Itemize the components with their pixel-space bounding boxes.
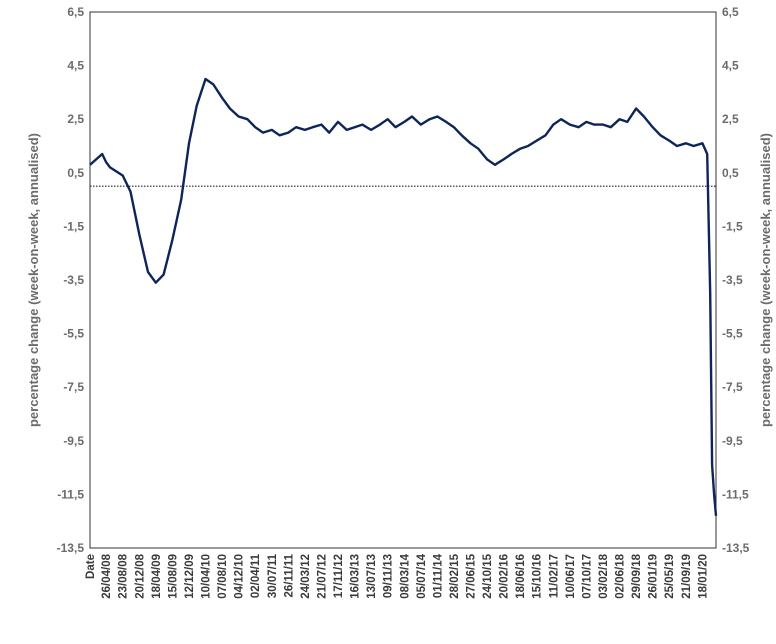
y-tick-label-right: 4,5	[722, 59, 739, 73]
y-tick-label-right: -1,5	[722, 219, 743, 233]
x-tick-label: 01/11/14	[432, 553, 444, 598]
x-tick-label: 29/09/18	[631, 553, 643, 598]
y-tick-label-right: -3,5	[722, 273, 743, 287]
y-axis-left: 6,5 4,5 2,5 0,5 -1,5 -3,5 -5,5 -7,5 -9,5 -11,5 -13…	[57, 5, 85, 555]
y-tick-label-right: -11,5	[722, 487, 749, 501]
series-line	[89, 77, 718, 516]
x-tick-label: 10/06/17	[565, 554, 577, 599]
x-tick-label: 18/01/20	[697, 554, 709, 599]
x-tick-label: 07/10/17	[581, 554, 593, 599]
y-axis-left-title: percentage change (week-on-week, annuali…	[26, 133, 41, 427]
x-tick-label: 04/12/10	[234, 554, 246, 599]
x-tick-label: 24/03/12	[300, 554, 312, 599]
y-tick-label-left: 2,5	[67, 112, 84, 126]
x-tick-label: 20/12/08	[134, 553, 146, 598]
x-tick-label: 12/12/09	[184, 554, 196, 599]
y-tick-label-right: -9,5	[722, 434, 743, 448]
x-tick-label: 16/03/13	[350, 554, 362, 599]
x-tick-label: 20/02/16	[499, 554, 511, 599]
y-tick-label-left: 0,5	[67, 166, 84, 180]
y-tick-label-left: -11,5	[57, 487, 84, 501]
x-tick-label: 18/04/09	[151, 554, 163, 599]
y-tick-label-left: -1,5	[63, 219, 84, 233]
x-tick-label: 15/10/16	[532, 554, 544, 599]
y-tick-label-right: 2,5	[722, 112, 739, 126]
y-tick-label-left: 4,5	[67, 59, 84, 73]
x-tick-label: 13/07/13	[366, 554, 378, 599]
y-tick-label-left: -7,5	[63, 380, 84, 394]
x-tick-label: 23/08/08	[118, 553, 130, 598]
x-axis: Date 26/04/08 23/08/08 20/12/08 18/04/09 15/0…	[85, 553, 709, 598]
x-tick-label: 02/04/11	[250, 553, 262, 598]
x-tick-label: 10/04/10	[201, 554, 213, 599]
x-tick-label: 08/03/14	[399, 553, 411, 598]
x-tick-label: 11/02/17	[548, 554, 560, 598]
y-tick-label-right: -13,5	[722, 541, 750, 555]
x-tick-label: 26/01/19	[648, 554, 660, 599]
y-axis-right-title: percentage change (week-on-week, annuali…	[758, 133, 773, 427]
y-tick-label-right: -5,5	[722, 327, 743, 341]
y-tick-label-left: -3,5	[63, 273, 84, 287]
x-tick-label: 27/06/15	[465, 553, 477, 598]
y-tick-label-right: 0,5	[722, 166, 739, 180]
y-tick-label-left: -13,5	[57, 541, 85, 555]
x-tick-label: 21/09/19	[681, 554, 693, 599]
plot-area	[89, 11, 717, 549]
x-tick-label: 24/10/15	[482, 553, 494, 598]
x-tick-label: 03/02/18	[598, 553, 610, 598]
x-tick-label: 30/07/11	[267, 553, 279, 598]
y-tick-label-left: 6,5	[67, 5, 84, 19]
x-tick-label: 26/04/08	[101, 553, 113, 598]
y-tick-label-left: -5,5	[63, 327, 84, 341]
x-tick-label: 15/08/09	[167, 554, 179, 599]
x-tick-label: Date	[85, 554, 97, 579]
x-tick-label: 17/11/12	[333, 554, 345, 598]
x-tick-label: 26/11/11	[283, 553, 295, 597]
series-layer	[89, 77, 718, 516]
x-tick-label: 21/07/12	[316, 554, 328, 599]
x-tick-label: 07/08/10	[217, 554, 229, 599]
x-tick-label: 05/07/14	[416, 553, 428, 598]
y-tick-label-left: -9,5	[63, 434, 84, 448]
x-tick-label: 25/05/19	[664, 554, 676, 599]
x-tick-label: 09/11/13	[383, 554, 395, 598]
y-tick-label-right: -7,5	[722, 380, 743, 394]
x-tick-label: 18/06/16	[515, 554, 527, 599]
y-tick-label-right: 6,5	[722, 5, 739, 19]
y-axis-right: 6,5 4,5 2,5 0,5 -1,5 -3,5 -5,5 -7,5 -9,5 -11,5 -13…	[722, 5, 750, 555]
x-tick-label: 28/02/15	[449, 553, 461, 598]
x-tick-label: 02/06/18	[615, 553, 627, 598]
